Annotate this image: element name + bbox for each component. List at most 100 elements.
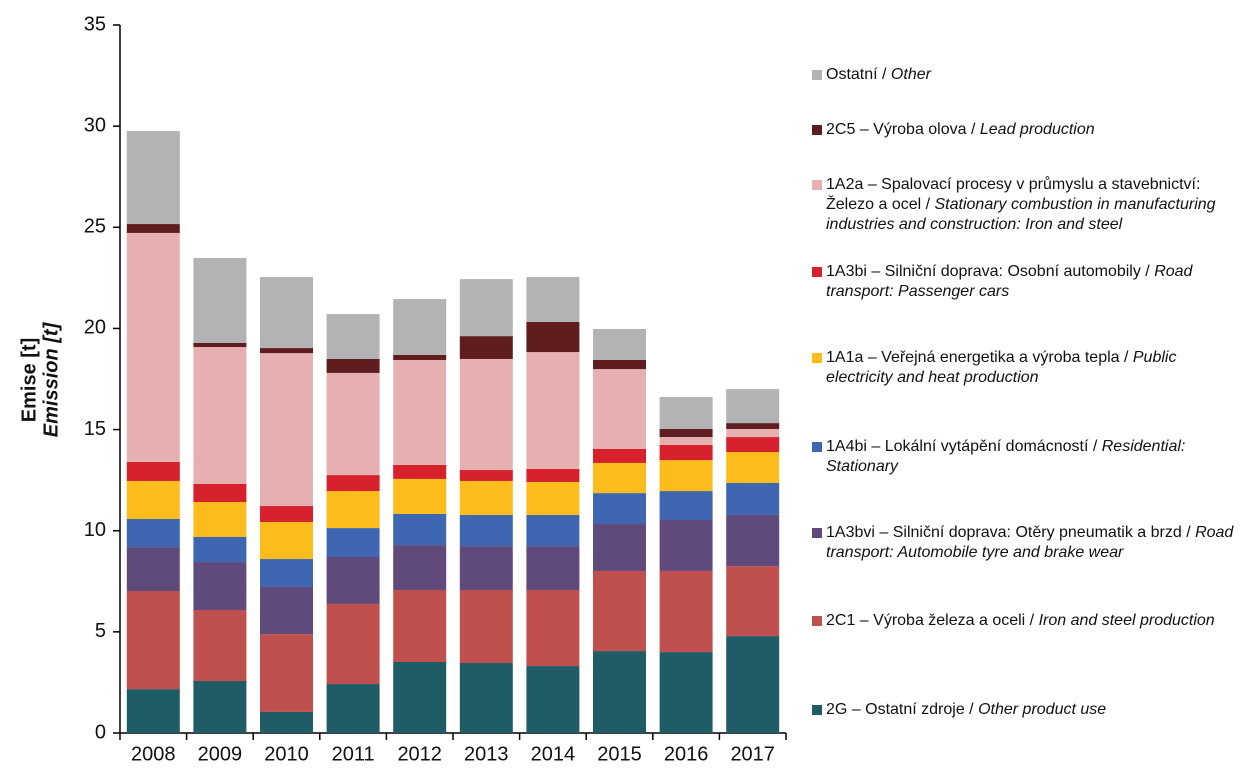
- x-tick-label: 2016: [664, 743, 709, 765]
- legend-label: Ostatní / Other: [826, 66, 931, 83]
- bar-segment: [459, 589, 513, 664]
- bar-segment: [459, 336, 513, 359]
- y-tick-label: 0: [95, 721, 106, 743]
- bar-segment: [393, 299, 447, 355]
- bar-segment: [260, 711, 313, 733]
- bar-segment: [193, 258, 247, 343]
- bar-segment: [593, 448, 646, 463]
- legend-item: 1A2a – Spalovací procesy v průmyslu a st…: [812, 175, 1242, 235]
- legend-swatch: [812, 705, 822, 715]
- y-tick-label: 30: [84, 114, 106, 136]
- bar-segment: [393, 464, 447, 479]
- bar-segment: [260, 634, 313, 712]
- bar-segment: [260, 353, 313, 507]
- bar-segment: [459, 279, 513, 337]
- bar-segment: [459, 663, 513, 733]
- legend-swatch: [812, 70, 822, 80]
- legend-label: 1A1a – Veřejná energetika a výroba tepla…: [826, 349, 1177, 386]
- legend-item: Ostatní / Other: [812, 65, 1242, 85]
- legend-swatch: [812, 616, 822, 626]
- bar-segment: [260, 277, 313, 349]
- bar-segment: [126, 224, 180, 233]
- bar-segment: [126, 232, 180, 462]
- bar-segment: [659, 570, 713, 653]
- y-tick-label: 35: [84, 13, 106, 35]
- bar-segment: [193, 681, 247, 733]
- bar-segment: [726, 389, 780, 424]
- bar-segment: [393, 354, 447, 360]
- bar-segment: [393, 513, 447, 546]
- y-axis-label: Emise [t]: [18, 338, 40, 422]
- bar-segment: [526, 589, 580, 667]
- legend-swatch: [812, 125, 822, 135]
- bar-segment: [526, 321, 580, 353]
- bar-segment: [526, 352, 580, 470]
- bar-segment: [126, 480, 180, 519]
- y-tick-label: 25: [84, 216, 106, 238]
- bar-segment: [526, 469, 580, 482]
- bar-segment: [593, 359, 646, 370]
- legend-item: 2C5 – Výroba olova / Lead production: [812, 120, 1242, 140]
- bar-segment: [459, 514, 513, 547]
- x-tick-label: 2009: [198, 743, 243, 765]
- legend-label: 1A3bvi – Silniční doprava: Otěry pneumat…: [826, 524, 1234, 561]
- bar-segment: [326, 684, 380, 733]
- bar-segment: [126, 461, 180, 481]
- y-tick-label: 15: [84, 418, 106, 440]
- bar-segment: [260, 348, 313, 354]
- bar-segment: [193, 483, 247, 502]
- bar-segment: [593, 462, 646, 494]
- legend-swatch: [812, 267, 822, 277]
- bar-segment: [726, 514, 780, 567]
- bar-segment: [326, 358, 380, 373]
- bar-segment: [726, 423, 780, 429]
- bar-segment: [593, 493, 646, 525]
- bar-segment: [726, 437, 780, 453]
- bar-segment: [193, 501, 247, 537]
- bar-segment: [193, 347, 247, 484]
- legend-label: 1A2a – Spalovací procesy v průmyslu a st…: [826, 176, 1216, 233]
- bar-segment: [459, 480, 513, 515]
- x-tick-label: 2013: [464, 743, 509, 765]
- bar-segment: [659, 437, 713, 445]
- x-tick-label: 2017: [730, 743, 775, 765]
- x-tick-label: 2008: [131, 743, 176, 765]
- legend-swatch: [812, 528, 822, 538]
- legend-item: 1A3bvi – Silniční doprava: Otěry pneumat…: [812, 523, 1242, 563]
- bar-segment: [726, 566, 780, 637]
- y-axis-label: Emission [t]: [40, 321, 62, 437]
- x-tick-label: 2011: [332, 743, 375, 765]
- bar-segment: [326, 557, 380, 604]
- bar-segment: [260, 506, 313, 523]
- legend-label: 1A4bi – Lokální vytápění domácností / Re…: [826, 438, 1186, 475]
- bar-segment: [593, 570, 646, 652]
- bar-segment: [659, 397, 713, 429]
- bar-segment: [526, 481, 580, 515]
- bar-segment: [126, 518, 180, 548]
- bar-segment: [593, 329, 646, 360]
- bar-segment: [659, 428, 713, 438]
- bar-segment: [393, 661, 447, 733]
- bar-segment: [193, 610, 247, 682]
- x-tick-label: 2012: [397, 743, 442, 765]
- bar-segment: [393, 359, 447, 465]
- legend-item: 2G – Ostatní zdroje / Other product use: [812, 700, 1242, 720]
- bar-segment: [193, 562, 247, 611]
- bar-segment: [126, 689, 180, 733]
- bar-segment: [526, 277, 580, 322]
- y-tick-label: 10: [84, 519, 106, 541]
- bar-segment: [326, 475, 380, 492]
- bar-segment: [726, 636, 780, 733]
- bar-segment: [526, 546, 580, 590]
- bar-segment: [459, 470, 513, 481]
- bar-segment: [126, 547, 180, 591]
- bar-segment: [126, 130, 180, 225]
- bar-segment: [393, 589, 447, 662]
- bar-segment: [659, 519, 713, 571]
- bar-segment: [459, 546, 513, 590]
- bar-segment: [260, 586, 313, 635]
- bar-segment: [659, 491, 713, 520]
- x-tick-label: 2015: [597, 743, 642, 765]
- legend-swatch: [812, 180, 822, 190]
